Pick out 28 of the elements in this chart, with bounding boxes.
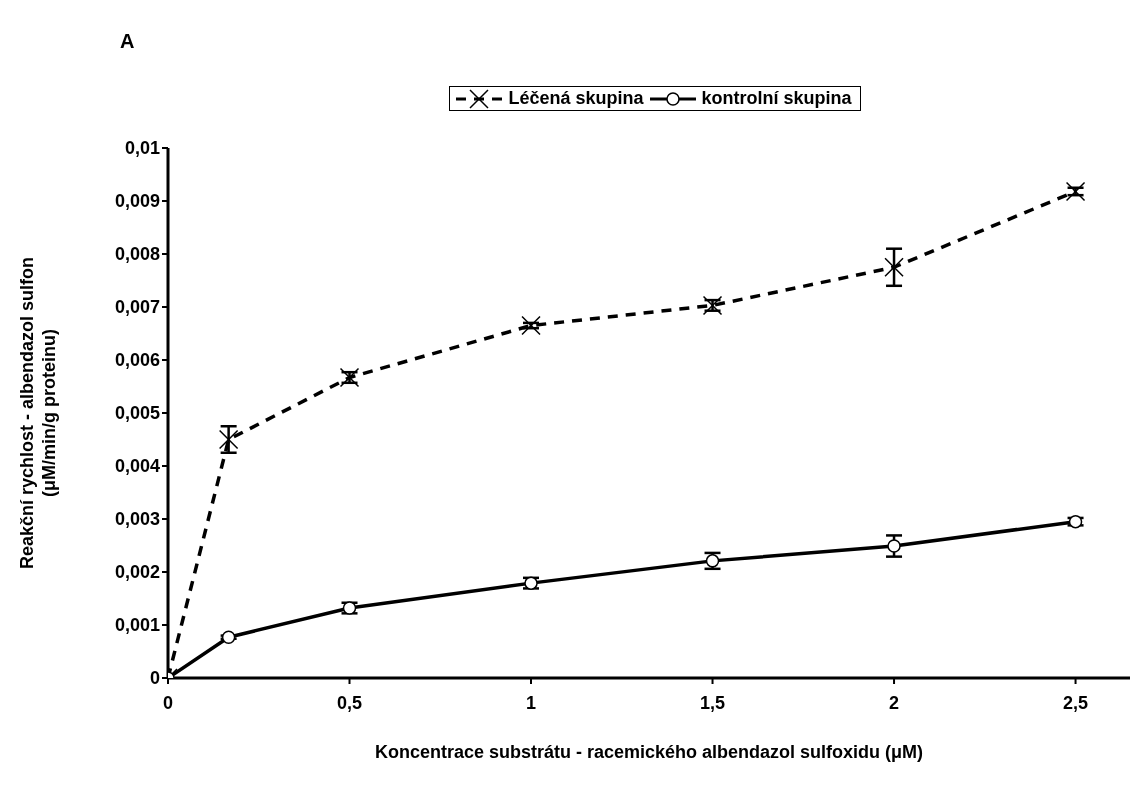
y-tick-label: 0,005 xyxy=(114,403,160,424)
point xyxy=(1065,181,1086,202)
x-tick-label: 2,5 xyxy=(1063,692,1089,713)
point xyxy=(221,630,236,644)
x-axis-title: Koncentrace substrátu - racemického albendazol sulfoxidu (μM) xyxy=(374,742,924,762)
x-tick-label: 0 xyxy=(162,692,174,713)
point xyxy=(884,257,904,277)
legend-label: kontrolní skupina xyxy=(701,88,852,109)
x-tick-label: 2 xyxy=(889,692,900,713)
y-tick-label: 0,003 xyxy=(114,509,160,530)
x-tick-label: 1,5 xyxy=(700,692,726,713)
y-tick-label: 0,006 xyxy=(114,350,160,371)
y-tick-label: 0,01 xyxy=(124,138,160,159)
x-tick-label: 0,5 xyxy=(336,692,363,713)
y-tick-label: 0,008 xyxy=(114,244,160,265)
x-tick-label: 1 xyxy=(526,692,537,713)
point xyxy=(218,429,239,450)
y-axis-title: Reakční rychlost - albendazol sulfon (μM/min/g proteinu) xyxy=(17,256,59,570)
legend-label: Léčená skupina xyxy=(508,88,644,109)
y-tick-label: 0,009 xyxy=(114,191,160,212)
point xyxy=(887,539,901,553)
y-tick-label: 0,004 xyxy=(114,456,160,477)
y-tick-label: 0,001 xyxy=(114,615,160,636)
y-tick-label: 0,007 xyxy=(114,297,160,318)
chart-title: A xyxy=(120,30,135,53)
y-tick-label: 0,002 xyxy=(114,562,160,583)
point xyxy=(521,315,541,336)
y-tick-label: 0 xyxy=(149,668,160,689)
